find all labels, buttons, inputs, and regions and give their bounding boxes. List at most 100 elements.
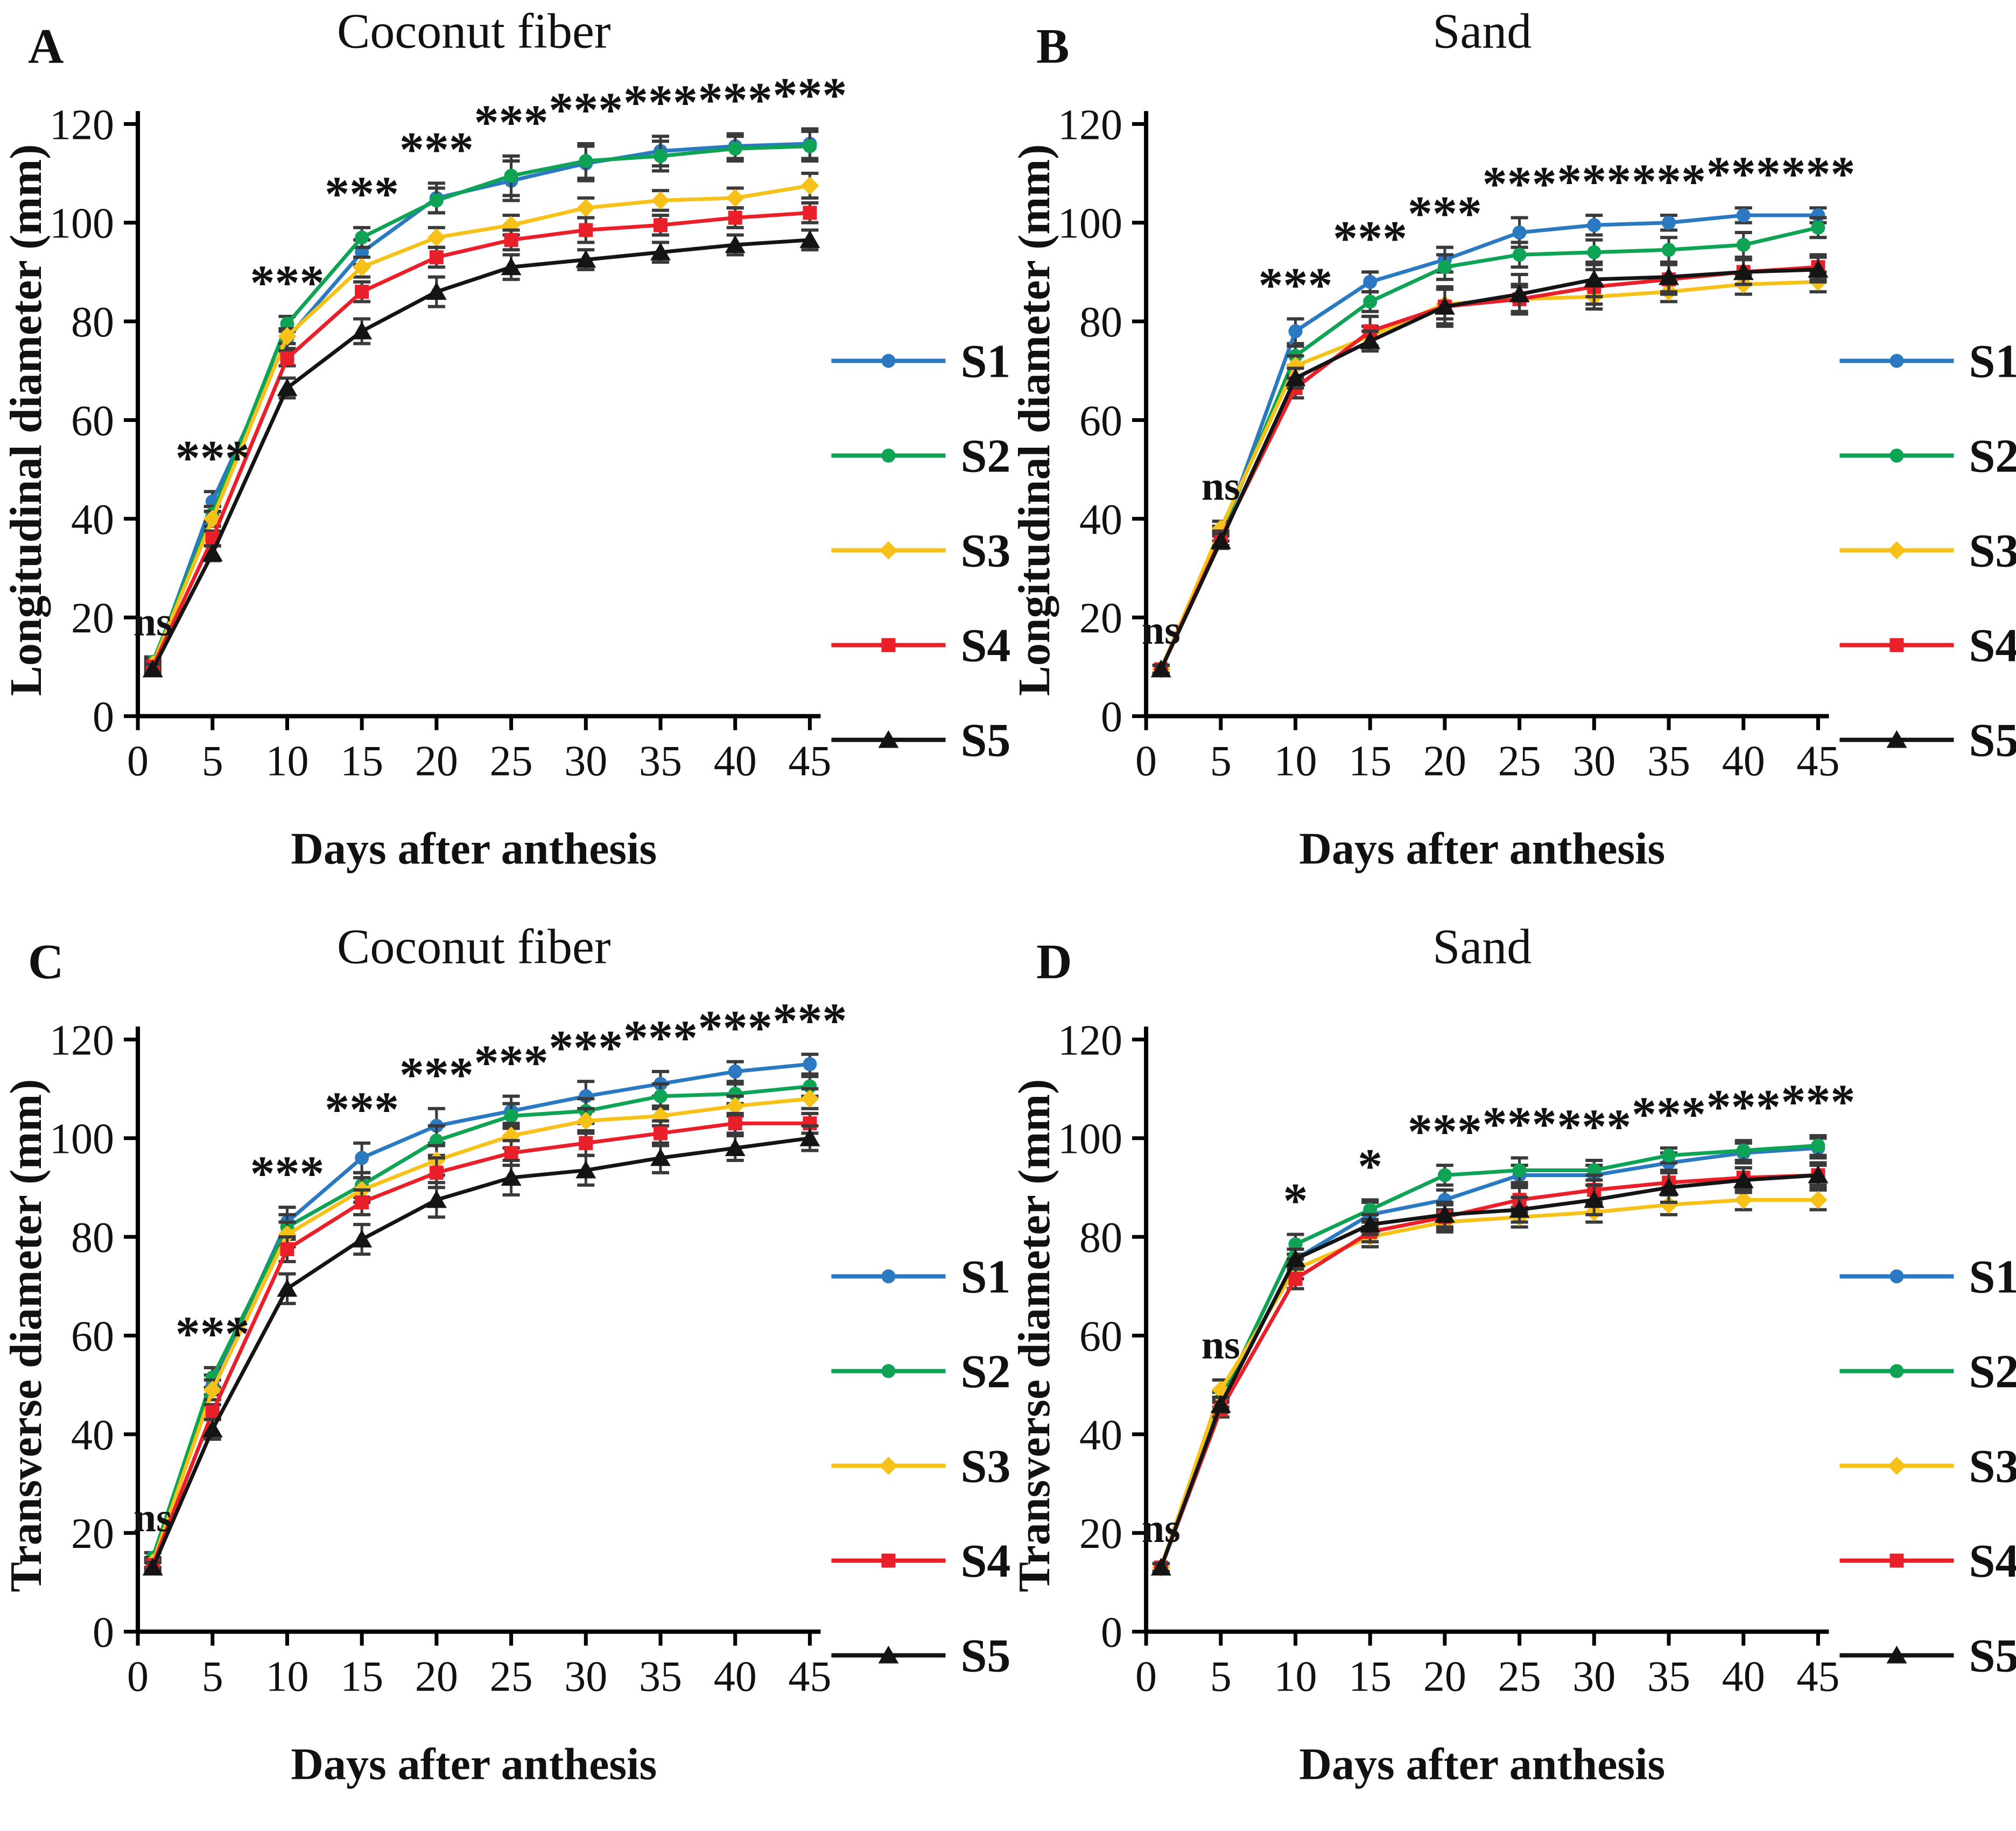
data-point-marker bbox=[352, 321, 373, 340]
y-tick-label: 40 bbox=[71, 496, 114, 544]
significance-label: ns bbox=[1201, 463, 1240, 509]
data-point-marker bbox=[1150, 1558, 1171, 1576]
series-line-S3 bbox=[1158, 1198, 1818, 1568]
significance-label: *** bbox=[698, 73, 772, 128]
panel-a-longitudinal-coconut-fiber: 0 5 10 15 20 25 30 35 40 45 0 20 40 60 80 100 120 Coconut… bbox=[0, 0, 1010, 916]
series-line-S1 bbox=[1159, 213, 1818, 670]
x-axis-label: Days after anthesis bbox=[291, 1740, 657, 1790]
x-tick-label: 25 bbox=[1498, 738, 1541, 785]
series-line-S4 bbox=[151, 210, 810, 668]
x-tick-label: 10 bbox=[1274, 738, 1317, 785]
series-line-S5 bbox=[1159, 267, 1818, 670]
series-S5 bbox=[142, 1124, 820, 1576]
data-point-marker bbox=[1362, 294, 1377, 309]
y-tick-label: 100 bbox=[1058, 200, 1122, 248]
y-tick-label: 20 bbox=[71, 1510, 114, 1558]
legend: S1 S2 S3 S4 S5 bbox=[831, 335, 1010, 767]
legend-label: S2 bbox=[1969, 431, 2016, 483]
legend-marker bbox=[1889, 448, 1903, 463]
data-point-marker bbox=[575, 1160, 596, 1179]
panel-d-transverse-sand: 0 5 10 15 20 25 30 35 40 45 0 20 40 60 80 100 120 Sand D Da… bbox=[1008, 916, 2016, 1831]
legend-item-S1: S1 bbox=[1839, 1251, 2016, 1303]
legend-marker bbox=[881, 1364, 896, 1378]
significance-label: *** bbox=[1557, 154, 1631, 209]
data-point-marker bbox=[277, 1279, 298, 1297]
y-tick-label: 80 bbox=[1079, 1214, 1122, 1262]
data-point-marker bbox=[1434, 1205, 1455, 1223]
legend-label: S5 bbox=[1969, 1630, 2016, 1682]
data-point-marker bbox=[579, 223, 593, 237]
data-point-marker bbox=[502, 1126, 521, 1145]
significance-label: ns bbox=[134, 1495, 172, 1540]
legend-item-S3: S3 bbox=[831, 1441, 1010, 1493]
chart-panel-b: 0 5 10 15 20 25 30 35 40 45 0 20 40 60 80 100 120 Sand B Da… bbox=[1009, 3, 2016, 874]
legend-item-S1: S1 bbox=[831, 1251, 1010, 1303]
legend-label: S3 bbox=[960, 525, 1010, 578]
data-point-marker bbox=[355, 285, 369, 299]
data-point-marker bbox=[1288, 1272, 1302, 1286]
significance-label: ns bbox=[1141, 1506, 1180, 1551]
data-point-marker bbox=[803, 1057, 817, 1072]
data-point-marker bbox=[653, 149, 668, 163]
x-tick-label: 40 bbox=[714, 738, 757, 785]
x-tick-label: 35 bbox=[1647, 738, 1690, 785]
legend-marker bbox=[878, 730, 899, 748]
data-point-marker bbox=[803, 139, 817, 153]
legend-label: S3 bbox=[1969, 525, 2016, 578]
data-point-marker bbox=[728, 210, 742, 225]
legend-label: S4 bbox=[960, 1536, 1010, 1588]
x-tick-label: 10 bbox=[265, 1653, 308, 1701]
series-line-S5 bbox=[151, 1136, 810, 1568]
data-point-marker bbox=[1807, 259, 1828, 278]
x-tick-label: 20 bbox=[415, 738, 458, 785]
x-tick-label: 10 bbox=[265, 738, 308, 785]
x-tick-label: 30 bbox=[1572, 1653, 1615, 1701]
y-tick-label: 60 bbox=[1079, 397, 1122, 445]
series-line-S4 bbox=[1159, 265, 1818, 670]
panel-letter: D bbox=[1036, 934, 1072, 989]
panel-title: Sand bbox=[1432, 3, 1532, 58]
x-tick-label: 45 bbox=[1796, 1653, 1839, 1701]
panel-title: Coconut fiber bbox=[337, 3, 611, 58]
series-line-S4 bbox=[151, 1121, 810, 1566]
y-axis-label: Longitudinal diameter (mm) bbox=[1, 144, 51, 696]
y-tick-label: 80 bbox=[71, 299, 114, 346]
x-tick-label: 25 bbox=[490, 738, 533, 785]
data-point-marker bbox=[142, 1558, 163, 1576]
x-tick-label: 35 bbox=[1647, 1653, 1690, 1701]
x-tick-label: 0 bbox=[127, 1653, 149, 1701]
x-tick-label: 5 bbox=[1210, 1653, 1231, 1701]
legend-item-S5: S5 bbox=[1839, 1630, 2016, 1682]
data-point-marker bbox=[203, 1381, 222, 1399]
data-point-marker bbox=[355, 230, 369, 245]
y-tick-label: 40 bbox=[1079, 1412, 1122, 1459]
data-point-marker bbox=[1284, 1249, 1305, 1267]
panel-title: Coconut fiber bbox=[337, 919, 611, 974]
legend-item-S2: S2 bbox=[1839, 1346, 2016, 1398]
data-point-marker bbox=[799, 1128, 820, 1146]
data-point-marker bbox=[577, 1111, 595, 1130]
legend-marker bbox=[1886, 1645, 1907, 1664]
x-tick-label: 0 bbox=[127, 738, 149, 785]
data-point-marker bbox=[1210, 1395, 1231, 1413]
y-tick-label: 120 bbox=[50, 101, 114, 149]
legend-marker bbox=[1889, 1553, 1903, 1568]
significance-label: *** bbox=[399, 1047, 474, 1102]
legend-marker bbox=[879, 1456, 898, 1475]
data-point-marker bbox=[1734, 1191, 1753, 1209]
legend-label: S2 bbox=[960, 1346, 1010, 1398]
significance-label: *** bbox=[474, 1035, 549, 1090]
legend-marker bbox=[881, 1269, 896, 1284]
panel-letter: A bbox=[28, 18, 64, 73]
data-point-marker bbox=[1807, 1165, 1828, 1184]
data-point-marker bbox=[504, 168, 518, 183]
y-axis-label: Longitudinal diameter (mm) bbox=[1009, 144, 1059, 696]
data-point-marker bbox=[1659, 1195, 1678, 1214]
x-tick-label: 35 bbox=[639, 738, 682, 785]
data-point-marker bbox=[278, 1225, 297, 1244]
data-point-marker bbox=[1362, 274, 1377, 289]
x-tick-label: 45 bbox=[788, 1653, 831, 1701]
significance-label: *** bbox=[1407, 186, 1481, 241]
significance-label: *** bbox=[698, 1001, 772, 1055]
data-point-marker bbox=[277, 378, 298, 396]
